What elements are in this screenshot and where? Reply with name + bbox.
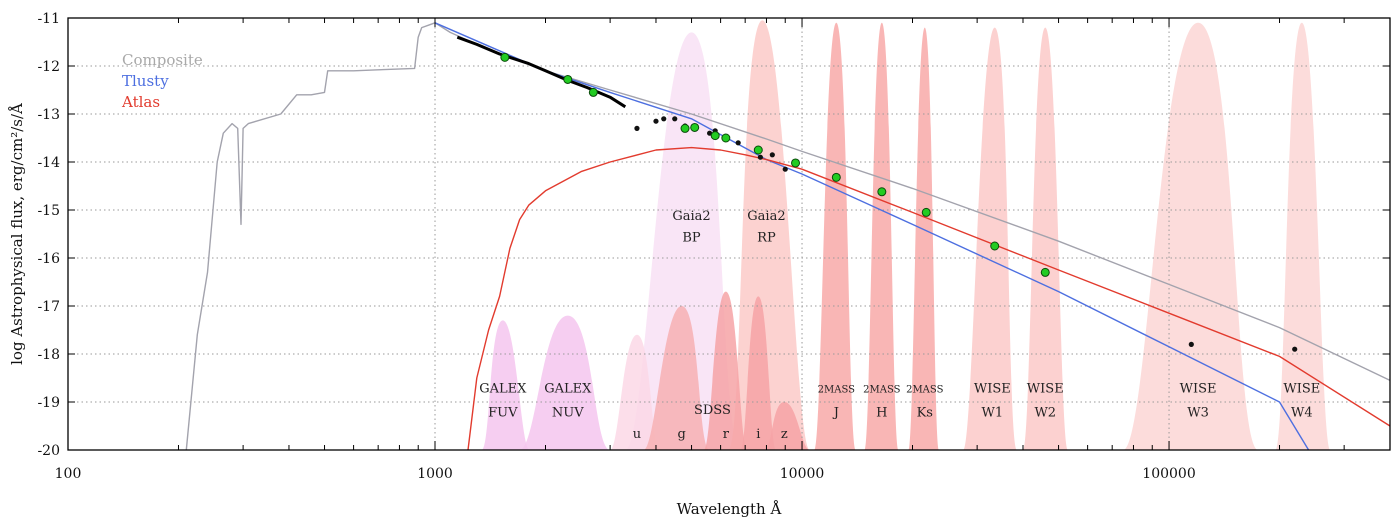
- x-tick-label: 10000: [780, 466, 825, 482]
- band-label: 2MASS: [818, 385, 855, 396]
- band-label: 2MASS: [906, 385, 943, 396]
- model-photometry-point: [753, 145, 763, 155]
- series-composite: [185, 22, 1391, 451]
- band-label: WISE: [1283, 382, 1320, 397]
- band-label: Ks: [917, 406, 933, 421]
- x-tick-label: 100: [55, 466, 82, 482]
- model-photometry-point: [721, 133, 731, 143]
- band-label-sdss: SDSS: [694, 403, 731, 418]
- model-photometry-point: [588, 87, 598, 97]
- band-label: 2MASS: [863, 385, 900, 396]
- y-tick-label: -15: [37, 203, 60, 219]
- filter-band-sdss-u: [610, 334, 660, 450]
- observed-photometry-point: [653, 118, 659, 124]
- series-observed-spectrum: [456, 35, 627, 109]
- band-label: WISE: [1180, 382, 1217, 397]
- model-photometry-point: [563, 74, 573, 84]
- filter-band-wise-w1: [963, 27, 1017, 450]
- filter-bands-layer: [481, 20, 1331, 451]
- y-tick-label: -12: [37, 59, 60, 75]
- grid-layer: [68, 18, 1390, 450]
- y-tick-label: -11: [37, 11, 60, 27]
- band-label: i: [756, 427, 760, 442]
- observed-photometry-point: [672, 116, 678, 122]
- observed-photometry-point: [782, 166, 788, 172]
- y-tick-label: -20: [37, 443, 60, 459]
- band-label: RP: [757, 230, 776, 245]
- filter-band-sdss-z: [764, 402, 810, 450]
- observed-photometry-point: [757, 154, 763, 160]
- band-label: J: [832, 406, 839, 421]
- legend-entry: Composite: [122, 51, 203, 69]
- filter-band-sdss-g: [643, 306, 710, 450]
- filter-band-wise-w4: [1275, 22, 1331, 451]
- band-label: FUV: [488, 406, 518, 421]
- series-tlusty: [434, 22, 1310, 451]
- model-photometry-point: [990, 241, 1000, 251]
- filter-band-wise-w3: [1123, 22, 1259, 451]
- band-label: GALEX: [479, 382, 527, 397]
- series-layer: [185, 22, 1391, 451]
- x-tick-label: 1000: [417, 466, 453, 482]
- band-label: W2: [1034, 406, 1056, 421]
- band-label: Gaia2: [672, 209, 710, 224]
- y-tick-label: -14: [37, 155, 60, 171]
- band-label: r: [723, 427, 730, 442]
- model-photometry-point: [690, 122, 700, 132]
- band-labels-layer: GALEX FUV GALEX NUV Gaia2 BP Gaia2 RP u g r i z 2MASS…: [479, 209, 1320, 442]
- y-tick-label: -16: [37, 251, 60, 267]
- observed-photometry-point: [661, 116, 667, 122]
- model-photometry-point: [680, 123, 690, 133]
- y-tick-label: -19: [37, 395, 60, 411]
- band-label: NUV: [552, 406, 584, 421]
- filter-band-gaia2-rp: [728, 20, 810, 451]
- band-label: Gaia2: [747, 209, 785, 224]
- plot-frame: [67, 17, 1391, 451]
- band-label: WISE: [1027, 382, 1064, 397]
- band-label: W4: [1291, 406, 1313, 421]
- y-tick-label: -17: [37, 299, 60, 315]
- observed-photometry-point: [769, 152, 775, 158]
- y-tick-label: -18: [37, 347, 60, 363]
- band-label: u: [633, 427, 641, 442]
- model-photometry-point: [710, 131, 720, 141]
- observed-photometry-point: [735, 140, 741, 146]
- y-axis-title: log Astrophysical flux, erg/cm²/s/Å: [8, 103, 26, 365]
- filter-band-2mass-j: [814, 22, 856, 451]
- filter-band-sdss-i: [740, 296, 777, 450]
- axes-layer: -11 -12 -13 -14 -15 -16 -17 -18 -19 -20 100 1000 100…: [37, 11, 1390, 482]
- legend-entry: Atlas: [121, 93, 160, 111]
- band-label: W1: [982, 406, 1004, 421]
- observed-photometry-point: [634, 125, 640, 131]
- band-label: g: [678, 427, 686, 442]
- model-photometry-point: [1040, 267, 1050, 277]
- legend: Composite Tlusty Atlas: [121, 51, 203, 111]
- filter-band-sdss-r: [703, 291, 748, 450]
- filter-band-galex-nuv: [519, 315, 611, 450]
- photometry-layer: [500, 52, 1298, 352]
- band-label: z: [781, 427, 788, 442]
- series-atlas: [467, 146, 1391, 451]
- model-photometry-point: [500, 52, 510, 62]
- observed-photometry-point: [1292, 346, 1298, 352]
- filter-band-wise-w2: [1022, 27, 1068, 450]
- filter-band-galex-fuv: [481, 320, 530, 450]
- y-tick-label: -13: [37, 107, 60, 123]
- observed-photometry-point: [1188, 341, 1194, 347]
- filter-band-2mass-ks: [908, 27, 939, 450]
- band-label: WISE: [974, 382, 1011, 397]
- model-photometry-point: [831, 172, 841, 182]
- model-photometry-point: [877, 187, 887, 197]
- band-label: H: [876, 406, 887, 421]
- model-photometry-point: [921, 207, 931, 217]
- band-label: W3: [1187, 406, 1209, 421]
- x-tick-label: 100000: [1142, 466, 1195, 482]
- legend-entry: Tlusty: [122, 72, 169, 90]
- band-label: BP: [682, 230, 701, 245]
- filter-band-2mass-h: [864, 22, 899, 451]
- band-label: GALEX: [544, 382, 592, 397]
- x-axis-title: Wavelength Å: [677, 500, 782, 518]
- model-photometry-point: [791, 158, 801, 168]
